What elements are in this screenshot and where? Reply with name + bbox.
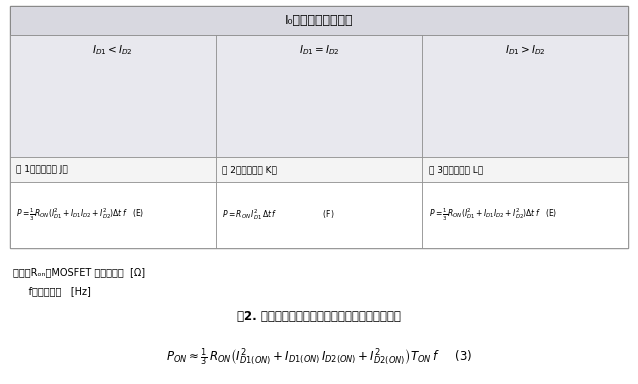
Text: $I_D(t)$: $I_D(t)$ (32, 129, 46, 138)
Text: $i$: $i$ (26, 42, 30, 53)
Text: $I_{D1}>I_{D2}$: $I_{D1}>I_{D2}$ (505, 43, 545, 57)
Text: $I_{D2}$: $I_{D2}$ (150, 62, 160, 71)
Text: $t$: $t$ (611, 149, 616, 160)
Text: $\Delta t$: $\Delta t$ (305, 151, 315, 161)
Text: $P = \frac{1}{3}R_{ON}(I_{D1}^2 + I_{D1}I_{D2} + I_{D2}^2)\Delta t\,f$   (E): $P = \frac{1}{3}R_{ON}(I_{D1}^2 + I_{D1}… (16, 207, 144, 223)
Text: $I_{D1}$: $I_{D1}$ (66, 128, 76, 137)
Text: $I_{D1}$: $I_{D1}$ (478, 62, 488, 71)
Text: 但是，Rₒₙ：MOSFET 的导通电阻  [Ω]: 但是，Rₒₙ：MOSFET 的导通电阻 [Ω] (13, 267, 145, 277)
Text: 例 2（参见附录 K）: 例 2（参见附录 K） (222, 166, 277, 174)
Text: $I_{D2}$: $I_{D2}$ (562, 128, 572, 137)
Text: $P_{ON} \approx \frac{1}{3}\,R_{ON}\left(I_{D1(ON)}^2 + I_{D1(ON)}\,I_{D2(ON)} +: $P_{ON} \approx \frac{1}{3}\,R_{ON}\left… (166, 346, 472, 368)
Text: $\Delta t$: $\Delta t$ (99, 151, 108, 161)
Text: $I_D(t)$: $I_D(t)$ (238, 108, 252, 117)
Text: $P = R_{ON}\,I_{D1}^2\,\Delta t\,f$                    (F): $P = R_{ON}\,I_{D1}^2\,\Delta t\,f$ (F) (222, 208, 335, 222)
Text: $I_D(t)$: $I_D(t)$ (445, 79, 459, 88)
Text: $I_{D1}$: $I_{D1}$ (272, 87, 282, 96)
Text: $I_{D1}=I_{D2}$: $I_{D1}=I_{D2}$ (299, 43, 339, 57)
Text: $t$: $t$ (198, 149, 203, 160)
Text: f：开关频率   [Hz]: f：开关频率 [Hz] (13, 286, 91, 296)
Text: $t$: $t$ (404, 149, 410, 160)
Text: $I_{D2}$: $I_{D2}$ (337, 87, 346, 96)
Text: I₀随时间的变化情况: I₀随时间的变化情况 (285, 14, 353, 26)
Text: $i$: $i$ (438, 42, 443, 53)
Text: 例 1（参见附录 J）: 例 1（参见附录 J） (16, 166, 68, 174)
Text: $i$: $i$ (232, 42, 237, 53)
Text: $I_{D1}<I_{D2}$: $I_{D1}<I_{D2}$ (93, 43, 133, 57)
Text: 表2. 各种波形形状的线性近似法导通损耗计算公式: 表2. 各种波形形状的线性近似法导通损耗计算公式 (237, 310, 401, 323)
Text: $\Delta t$: $\Delta t$ (511, 151, 521, 161)
Text: 例 3（参见附录 L）: 例 3（参见附录 L） (429, 166, 483, 174)
Text: $P = \frac{1}{3}R_{ON}(I_{D1}^2 + I_{D1}I_{D2} + I_{D2}^2)\Delta t\,f$   (E): $P = \frac{1}{3}R_{ON}(I_{D1}^2 + I_{D1}… (429, 207, 557, 223)
